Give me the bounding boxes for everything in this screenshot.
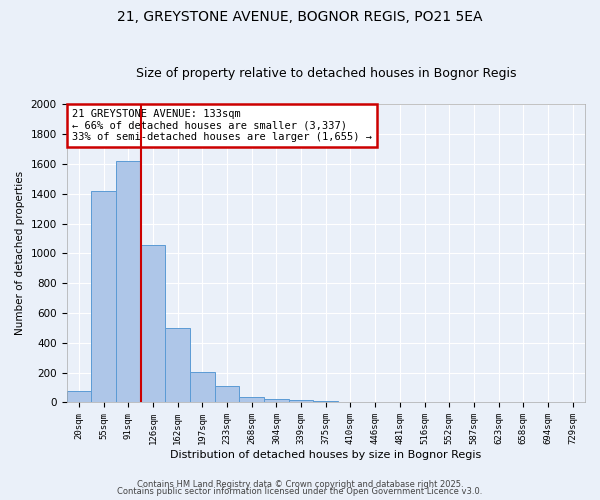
- Y-axis label: Number of detached properties: Number of detached properties: [15, 172, 25, 336]
- Bar: [116, 161, 140, 402]
- Bar: [239, 396, 264, 402]
- Bar: [264, 398, 289, 402]
- Text: Contains public sector information licensed under the Open Government Licence v3: Contains public sector information licen…: [118, 488, 482, 496]
- Bar: [289, 400, 313, 402]
- Bar: [140, 245, 165, 402]
- X-axis label: Distribution of detached houses by size in Bognor Regis: Distribution of detached houses by size …: [170, 450, 481, 460]
- Text: 21 GREYSTONE AVENUE: 133sqm
← 66% of detached houses are smaller (3,337)
33% of : 21 GREYSTONE AVENUE: 133sqm ← 66% of det…: [72, 109, 372, 142]
- Text: 21, GREYSTONE AVENUE, BOGNOR REGIS, PO21 5EA: 21, GREYSTONE AVENUE, BOGNOR REGIS, PO21…: [117, 10, 483, 24]
- Bar: [165, 328, 190, 402]
- Bar: [91, 191, 116, 402]
- Title: Size of property relative to detached houses in Bognor Regis: Size of property relative to detached ho…: [136, 66, 516, 80]
- Text: Contains HM Land Registry data © Crown copyright and database right 2025.: Contains HM Land Registry data © Crown c…: [137, 480, 463, 489]
- Bar: [215, 386, 239, 402]
- Bar: [67, 390, 91, 402]
- Bar: [313, 401, 338, 402]
- Bar: [190, 372, 215, 402]
